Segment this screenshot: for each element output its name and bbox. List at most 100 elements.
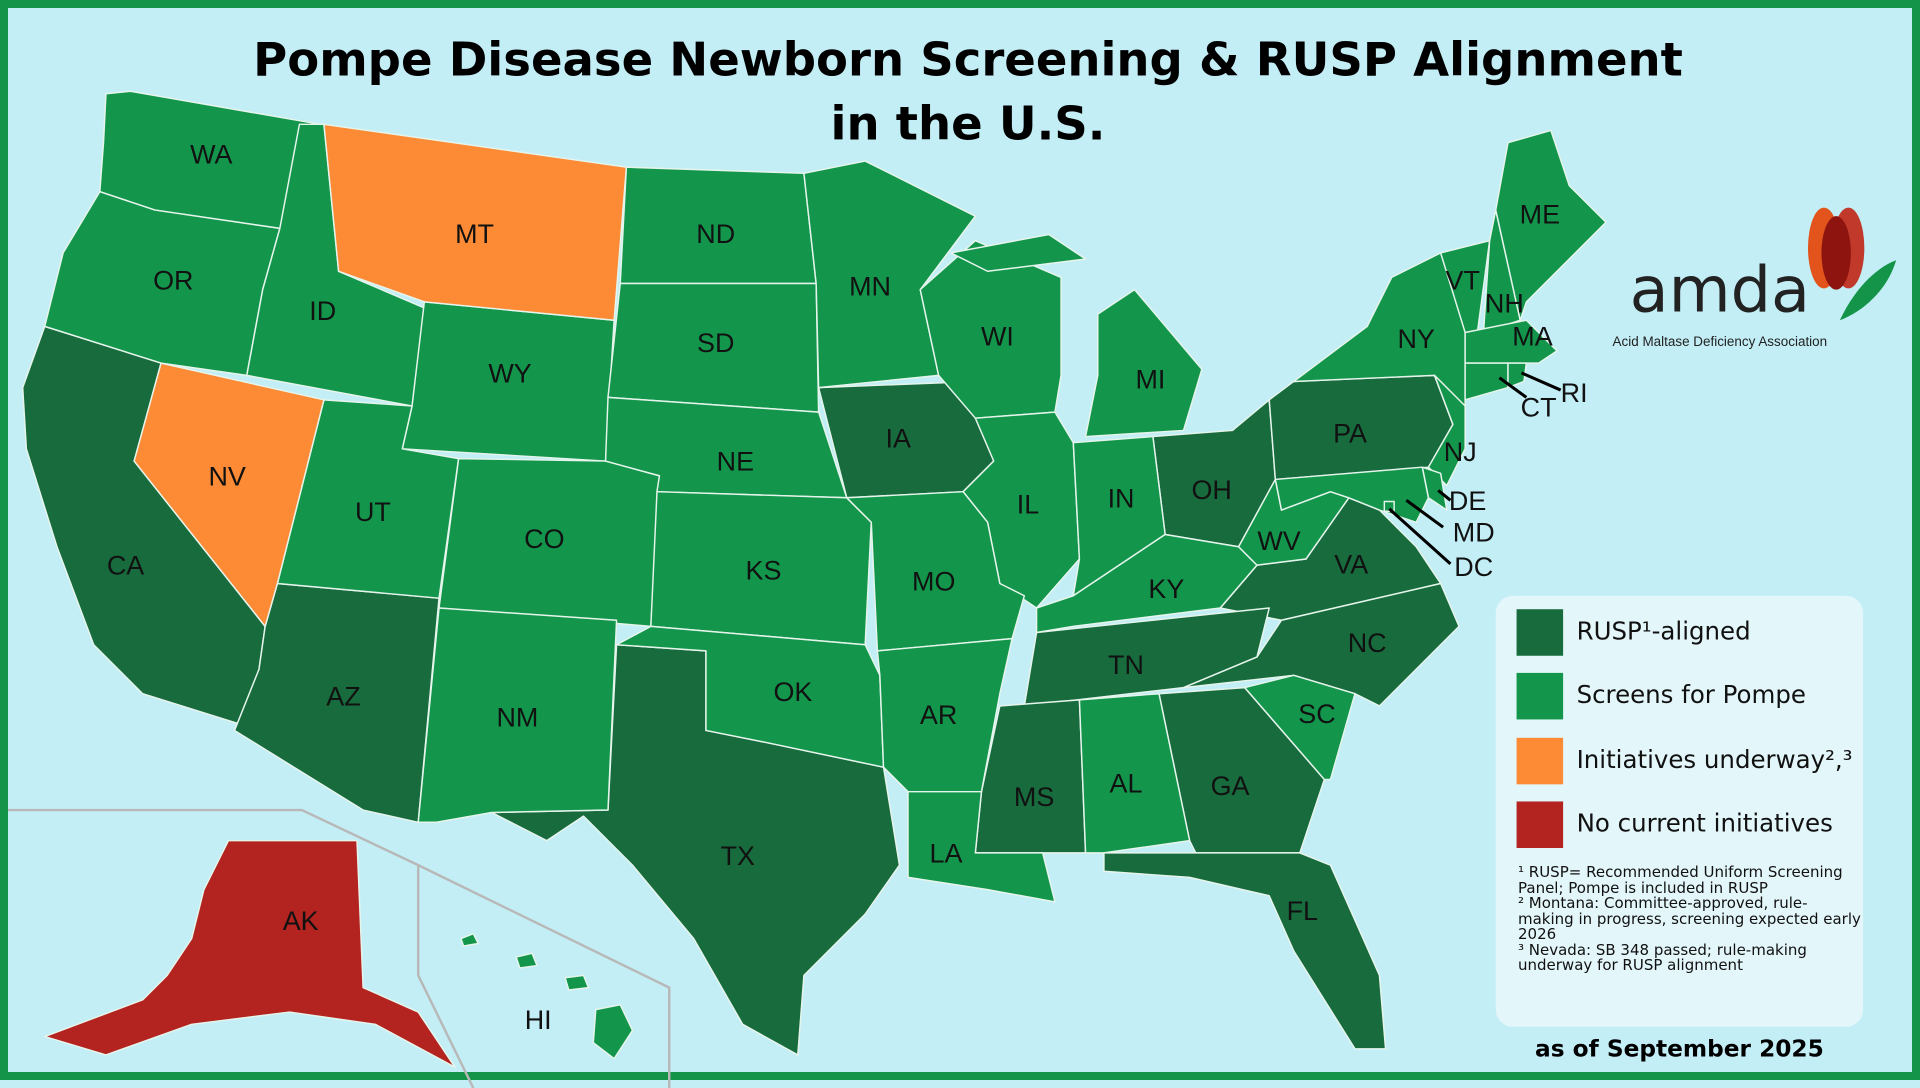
state-label: TX: [721, 841, 755, 871]
state-label: KY: [1148, 574, 1184, 604]
legend-swatch: [1516, 672, 1564, 720]
map: CA AZ TX IA OH PA VA NC TN MS GA FL WA OR ID WY UT CO NM ND…: [8, 33, 1897, 1088]
state-shape: [846, 490, 1026, 652]
state-shape: [907, 790, 1056, 903]
state-label: ME: [1520, 199, 1560, 229]
state-label: HI: [525, 1005, 552, 1035]
state-label: NM: [496, 703, 538, 733]
inset-borders: [8, 808, 671, 1088]
state-label: MA: [1512, 322, 1552, 352]
state-label: OR: [153, 265, 193, 295]
inset-border: [417, 864, 671, 1088]
state-label: IA: [885, 423, 910, 453]
logo-subtitle: Acid Maltase Deficiency Association: [1613, 334, 1828, 349]
state-label: DC: [1454, 552, 1493, 582]
state-label: RI: [1561, 378, 1588, 408]
state-label: ND: [696, 219, 735, 249]
state-shape: [417, 607, 618, 824]
legend-label: Initiatives underway²,³: [1577, 745, 1853, 774]
footnotes: ¹ RUSP= Recommended Uniform Screening Pa…: [1518, 863, 1863, 974]
state-label: IN: [1108, 483, 1135, 513]
logo-leaf: [1839, 260, 1897, 321]
state-shape: [1464, 319, 1558, 364]
title: in the U.S.: [831, 96, 1106, 150]
state-label: OK: [773, 677, 812, 707]
state-shape: [1103, 852, 1387, 1050]
state-label: FL: [1287, 896, 1318, 926]
state-label: WI: [981, 322, 1014, 352]
state-shape: [515, 952, 538, 969]
state-shape: [1182, 582, 1460, 707]
state-label: LA: [929, 838, 962, 868]
state-label: VT: [1445, 265, 1479, 295]
state-label: NY: [1397, 324, 1434, 354]
state-shape: [1078, 692, 1191, 854]
state-label: MD: [1453, 518, 1495, 548]
state-shape: [133, 362, 325, 628]
footnote: ³ Nevada: SB 348 passed; rule-making und…: [1518, 940, 1807, 974]
state-shape: [592, 1004, 634, 1060]
state-shape: [44, 839, 456, 1068]
state-label: DE: [1449, 486, 1486, 516]
state-label: GA: [1211, 771, 1250, 801]
state-label: KS: [746, 556, 782, 586]
state-label: OH: [1191, 475, 1231, 505]
state-shape: [1084, 288, 1203, 438]
state-label: AK: [283, 906, 319, 936]
leader-line: [1405, 499, 1445, 529]
legend-swatch: [1516, 801, 1564, 848]
state-label: CA: [107, 551, 144, 581]
leader-line: [1437, 489, 1452, 502]
state-label: NH: [1485, 289, 1524, 319]
states: [21, 90, 1607, 1068]
state-label: MS: [1014, 782, 1054, 812]
state-label: WV: [1257, 526, 1300, 556]
state-label: MN: [849, 272, 891, 302]
leader-line: [1388, 507, 1452, 566]
state-label: NJ: [1444, 437, 1477, 467]
state-shape: [1507, 362, 1528, 389]
state-label: WA: [190, 139, 232, 169]
state-label: SD: [697, 328, 734, 358]
state-shape: [1427, 374, 1466, 487]
state-shape: [1464, 362, 1509, 401]
date-note: as of September 2025: [1535, 1036, 1824, 1063]
footnote: ² Montana: Committee-approved, rule-maki…: [1518, 894, 1861, 943]
state-shape: [1023, 607, 1270, 707]
state-shape: [460, 932, 479, 947]
legend-label: RUSP¹-aligned: [1577, 616, 1751, 645]
state-label: ID: [309, 296, 336, 326]
leader-lines: [1388, 371, 1562, 566]
legend-swatch: [1516, 737, 1564, 785]
state-label: NV: [208, 461, 245, 491]
state-label: TN: [1108, 650, 1144, 680]
legend-box: [1495, 595, 1864, 1027]
state-label: WY: [488, 358, 531, 388]
state-labels: CA AZ TX IA OH PA VA NC TN MS GA FL WA OR ID WY UT CO NM ND…: [107, 139, 1588, 1035]
state-label: CT: [1521, 393, 1557, 423]
title: Pompe Disease Newborn Screening & RUSP A…: [253, 33, 1683, 87]
leader-line: [1498, 376, 1528, 399]
legend: RUSP¹-aligned Screens for Pompe Initiative…: [1516, 609, 1853, 848]
state-shape: [564, 974, 590, 991]
logo-name: amda: [1630, 254, 1810, 328]
state-shape: [233, 582, 440, 824]
footnote: ¹ RUSP= Recommended Uniform Screening Pa…: [1518, 863, 1843, 897]
state-shape: [1495, 129, 1607, 321]
state-shape: [1035, 533, 1258, 634]
state-shape: [650, 490, 872, 646]
state-label: AZ: [326, 682, 360, 712]
legend-label: No current initiatives: [1577, 809, 1833, 838]
state-label: NE: [717, 447, 754, 477]
state-label: NC: [1348, 628, 1387, 658]
state-label: VA: [1334, 549, 1368, 579]
state-label: AR: [920, 700, 957, 730]
state-label: CO: [524, 524, 564, 554]
state-shape: [615, 625, 885, 768]
state-label: AL: [1109, 769, 1142, 799]
state-label: UT: [355, 497, 391, 527]
state-label: MI: [1135, 365, 1165, 395]
logo: amda Acid Maltase Deficiency Association: [1613, 207, 1897, 349]
state-shape: [950, 233, 1087, 272]
